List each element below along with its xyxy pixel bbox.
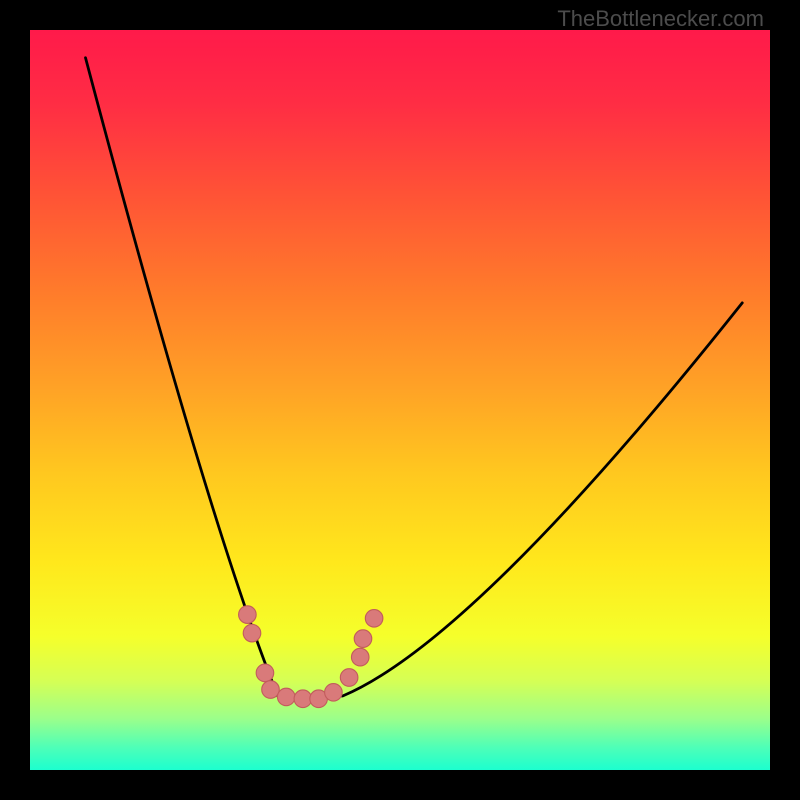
marker-dot bbox=[294, 690, 312, 708]
marker-group bbox=[239, 606, 383, 708]
marker-dot bbox=[262, 681, 280, 699]
marker-dot bbox=[354, 630, 372, 648]
watermark-text: TheBottlenecker.com bbox=[557, 6, 764, 32]
chart-overlay bbox=[30, 30, 770, 770]
chart-frame bbox=[0, 0, 800, 800]
marker-dot bbox=[239, 606, 257, 624]
marker-dot bbox=[256, 664, 274, 682]
marker-dot bbox=[340, 669, 358, 687]
v-curve-line bbox=[86, 58, 743, 696]
marker-dot bbox=[243, 624, 261, 642]
marker-dot bbox=[325, 684, 343, 702]
marker-dot bbox=[277, 688, 295, 706]
marker-dot bbox=[351, 648, 369, 666]
marker-dot bbox=[365, 610, 383, 628]
